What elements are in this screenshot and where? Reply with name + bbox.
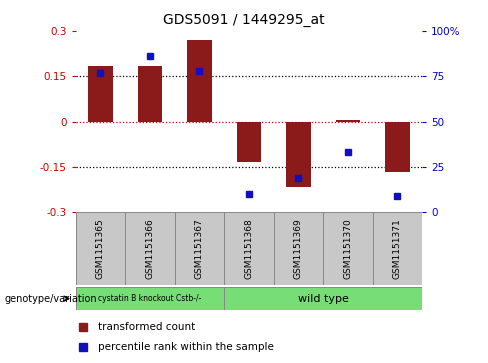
Bar [336,120,360,122]
Bar [323,212,373,285]
Bar [286,122,311,187]
Text: GSM1151370: GSM1151370 [344,218,352,279]
Text: percentile rank within the sample: percentile rank within the sample [98,342,274,352]
Bar [88,66,113,122]
Bar [125,212,175,285]
Bar [138,66,162,122]
Bar [237,122,261,163]
Text: genotype/variation: genotype/variation [5,294,98,303]
Bar [187,40,212,122]
Text: GDS5091 / 1449295_at: GDS5091 / 1449295_at [163,13,325,27]
Bar [175,212,224,285]
Text: GSM1151365: GSM1151365 [96,218,105,279]
Text: cystatin B knockout Cstb-/-: cystatin B knockout Cstb-/- [98,294,202,303]
Text: transformed count: transformed count [98,322,195,332]
Text: wild type: wild type [298,294,348,303]
Bar [373,212,422,285]
Text: GSM1151366: GSM1151366 [145,218,154,279]
Text: GSM1151371: GSM1151371 [393,218,402,279]
Bar [385,122,410,171]
Text: GSM1151368: GSM1151368 [244,218,253,279]
Bar [274,212,323,285]
Bar [224,212,274,285]
Text: GSM1151369: GSM1151369 [294,218,303,279]
Bar [224,287,422,310]
Text: GSM1151367: GSM1151367 [195,218,204,279]
Bar [76,212,125,285]
Bar [76,287,224,310]
